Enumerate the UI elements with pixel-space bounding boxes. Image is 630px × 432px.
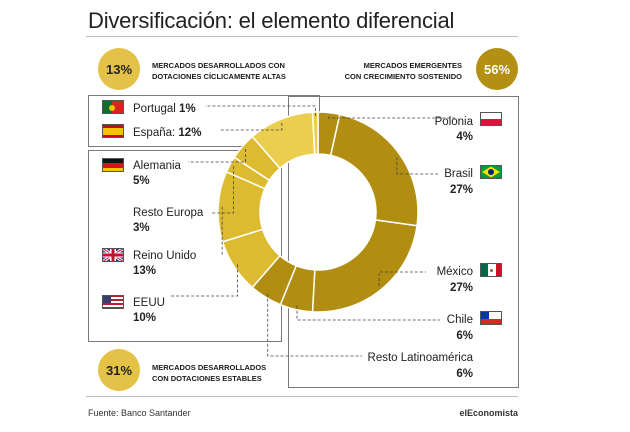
badge-estables: 31% [98,349,140,391]
label-portugal: Portugal 1% [133,102,196,116]
pct-resto-europa: 3% [133,222,150,234]
donut-slices [217,111,419,313]
group-label-emergentes-line2: CON CRECIMIENTO SOSTENIDO [344,72,462,81]
donut-slice-m-xico [311,219,418,313]
label-mexico: México [436,266,473,278]
mexico-flag-icon [480,263,502,277]
label-reino-unido: Reino Unido [133,250,197,262]
footer-divider [86,396,518,397]
label-polonia: Polonia [434,116,473,128]
label-eeuu: EEUU [133,297,165,309]
pct-mexico: 27% [449,282,473,294]
group-label-estables-line2: CON DOTACIONES ESTABLES [152,374,262,383]
germany-flag-icon [102,158,124,172]
poland-flag-icon [480,112,502,126]
label-espana-name: España: [133,127,176,139]
group-label-ciclicos: MERCADOS DESARROLLADOS CON DOTACIONES CÍ… [152,60,286,82]
footer-source: Fuente: Banco Santander [88,408,191,418]
badge-ciclicos: 13% [98,48,140,90]
portugal-flag-icon [102,100,124,114]
pct-chile: 6% [456,330,473,342]
emergentes-box [288,96,519,388]
estables-box [88,150,282,342]
badge-emergentes: 56% [476,48,518,90]
group-label-estables: MERCADOS DESARROLLADOS CON DOTACIONES ES… [152,362,266,384]
leader-lines [170,105,456,357]
group-label-emergentes: MERCADOS EMERGENTES CON CRECIMIENTO SOST… [345,60,462,82]
pct-alemania: 5% [133,175,150,187]
label-espana-pct: 12% [178,127,202,139]
donut-slice-brasil [329,113,419,227]
group-label-estables-line1: MERCADOS DESARROLLADOS [152,363,267,372]
pct-resto-latinoamerica: 6% [456,368,473,380]
pct-polonia: 4% [456,131,473,143]
leader-line-alemania [188,148,247,163]
label-portugal-pct: 1% [179,103,196,115]
leader-line-resto-latinoam-rica [267,293,362,357]
label-resto-latinoamerica: Resto Latinoamérica [367,352,473,364]
leader-line-brasil [396,157,438,175]
chart-title: Diversificación: el elemento diferencial [88,8,455,33]
leader-line-m-xico [378,271,426,287]
label-espana: España: 12% [133,126,201,140]
pct-reino-unido: 13% [133,265,157,277]
spain-flag-icon [102,124,124,138]
group-label-emergentes-line1: MERCADOS EMERGENTES [363,61,462,70]
pct-brasil: 27% [449,184,473,196]
title-divider [86,36,518,37]
usa-flag-icon [102,295,124,309]
group-label-ciclicos-line1: MERCADOS DESARROLLADOS CON [152,61,285,70]
label-chile: Chile [446,314,473,326]
leader-line-polonia [328,116,456,119]
chile-flag-icon [480,311,502,325]
group-label-ciclicos-line2: DOTACIONES CÍCLICAMENTE ALTAS [152,72,286,81]
leader-line-eeuu [170,264,239,297]
label-alemania: Alemania [133,160,181,172]
label-portugal-name: Portugal [133,103,176,115]
leader-line-portugal [205,105,316,117]
pct-eeuu: 10% [133,312,157,324]
leader-line-espa-a [220,123,283,131]
footer-brand: elEconomista [459,408,518,418]
donut-slice-portugal [311,111,319,155]
leader-line-resto-europa [212,166,234,214]
label-brasil: Brasil [444,168,473,180]
brazil-flag-icon [480,165,502,179]
label-resto-europa: Resto Europa [133,207,204,219]
uk-flag-icon [102,248,124,262]
